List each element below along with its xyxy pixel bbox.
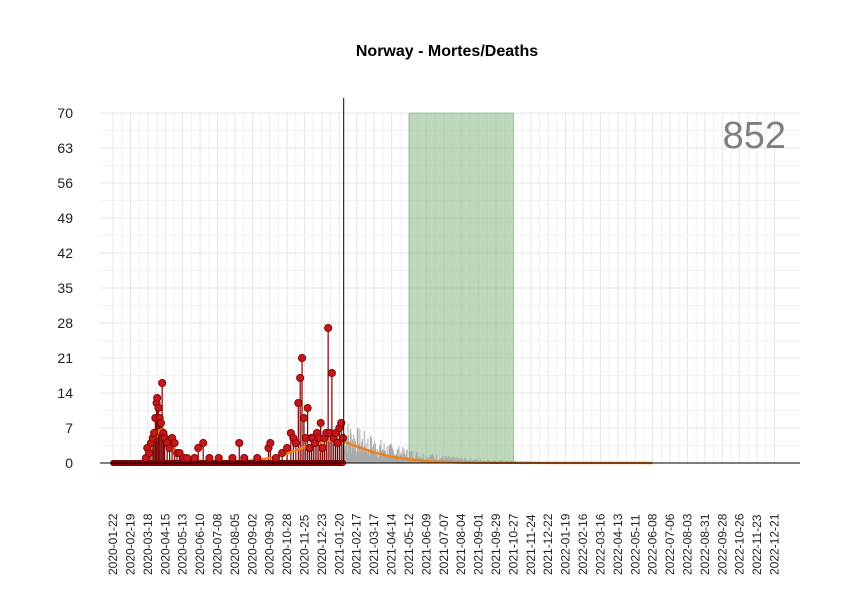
observed-point [240, 453, 249, 463]
x-tick-label: 2022-07-06 [663, 513, 677, 575]
observed-point [158, 378, 167, 388]
x-tick-label: 2020-05-13 [176, 513, 190, 575]
observed-point [291, 438, 300, 448]
x-tick-label: 2020-09-30 [263, 513, 277, 575]
x-tick-label: 2022-11-23 [750, 514, 764, 575]
x-tick-label: 2021-12-22 [541, 513, 555, 575]
observed-point [199, 438, 208, 448]
x-tick-label: 2022-08-03 [680, 513, 694, 575]
x-tick-label: 2021-01-20 [332, 513, 346, 575]
x-tick-label: 2022-12-21 [768, 513, 782, 575]
observed-point [145, 448, 154, 458]
total-deaths-label: 852 [723, 115, 786, 157]
x-tick-label: 2020-03-18 [141, 513, 155, 575]
fit-line [113, 427, 653, 465]
y-tick-label: 42 [57, 245, 73, 261]
y-tick-label: 0 [65, 455, 73, 471]
fit-curve [113, 427, 653, 465]
x-tick-label: 2021-09-01 [472, 513, 486, 575]
x-tick-label: 2022-03-16 [593, 513, 607, 575]
x-tick-label: 2021-03-17 [367, 513, 381, 575]
observed-point [299, 413, 308, 423]
x-tick-label: 2022-08-31 [698, 513, 712, 575]
observed-point [333, 438, 342, 448]
observed-point [297, 353, 307, 363]
x-tick-label: 2021-02-17 [350, 513, 364, 575]
x-tick-label: 2022-06-08 [646, 513, 660, 575]
chart-title: Norway - Mortes/Deaths [356, 43, 538, 60]
observed-point [266, 438, 275, 448]
x-tick-label: 2020-09-02 [245, 513, 259, 575]
x-tick-label: 2021-05-12 [402, 513, 416, 575]
observed-point [337, 418, 346, 428]
observed-point [296, 373, 305, 383]
shaded-region [408, 112, 514, 464]
observed-point [278, 448, 287, 458]
observed-point [318, 443, 327, 453]
observed-point [235, 438, 244, 448]
observed-points [110, 323, 348, 466]
observed-point [190, 453, 199, 463]
y-tick-label: 7 [65, 420, 73, 436]
x-tick-label: 2021-08-04 [454, 513, 468, 575]
x-tick-label: 2020-11-25 [298, 514, 312, 575]
x-tick-label: 2022-04-13 [611, 513, 625, 575]
y-tick-label: 21 [57, 350, 73, 366]
observed-point [271, 453, 280, 463]
x-tick-label: 2021-07-07 [437, 513, 451, 575]
observed-point [165, 443, 174, 453]
y-tick-label: 28 [57, 315, 73, 331]
x-tick-label: 2020-01-22 [106, 513, 120, 575]
y-tick-label: 63 [57, 140, 73, 156]
x-tick-label: 2022-01-19 [559, 513, 573, 575]
observed-point [305, 443, 314, 453]
observed-point [228, 453, 237, 463]
observed-point [156, 418, 165, 428]
x-tick-label: 2021-11-24 [524, 514, 538, 575]
observed-point [205, 453, 214, 463]
observed-point [182, 453, 192, 463]
x-tick-label: 2020-04-15 [158, 513, 172, 575]
y-tick-label: 70 [57, 105, 73, 121]
y-tick-label: 49 [57, 210, 73, 226]
x-tick-label: 2021-04-14 [385, 513, 399, 575]
x-tick-label: 2022-09-28 [715, 513, 729, 575]
x-tick-label: 2020-10-28 [280, 513, 294, 575]
highlight-region [408, 112, 514, 464]
x-tick-label: 2021-10-27 [506, 513, 520, 575]
observed-point [303, 403, 312, 413]
observed-point [194, 443, 203, 453]
x-tick-label: 2021-06-09 [419, 513, 433, 575]
observed-point [316, 418, 325, 428]
y-tick-label: 14 [57, 385, 73, 401]
x-tick-label: 2022-02-16 [576, 513, 590, 575]
x-tick-label: 2021-09-29 [489, 513, 503, 575]
x-tick-label: 2020-08-05 [228, 513, 242, 575]
observed-point [170, 438, 179, 448]
x-tick-label: 2020-07-08 [210, 513, 224, 575]
y-tick-label: 35 [57, 280, 73, 296]
observed-point [154, 403, 163, 413]
observed-point [283, 443, 292, 453]
y-tick-label: 56 [57, 175, 73, 191]
observed-point [327, 368, 336, 378]
observed-point [294, 398, 303, 408]
x-tick-label: 2020-02-19 [123, 513, 137, 575]
observed-point [339, 433, 348, 443]
x-tick-label: 2020-06-10 [193, 513, 207, 575]
observed-point [253, 453, 262, 463]
axes: 0 7 14 21 28 35 42 49 56 63 70 2020-01-22 2020-02-19… [57, 98, 800, 575]
observed-point [150, 428, 159, 438]
observed-point [153, 393, 162, 403]
x-tick-label: 2022-10-26 [733, 513, 747, 575]
x-tick-label: 2022-05-11 [628, 514, 642, 575]
observed-point [324, 323, 333, 333]
x-tick-label: 2020-12-23 [315, 513, 329, 575]
observed-point [214, 453, 223, 463]
